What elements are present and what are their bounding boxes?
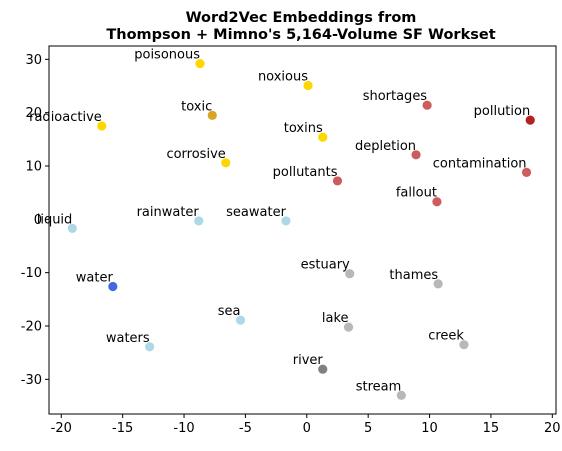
scatter-point [97,121,107,131]
y-tick-label: -10 [21,266,42,281]
y-tick-label: -30 [21,373,42,388]
x-tick-label: -10 [173,421,194,436]
scatter-point [525,115,535,125]
chart-title-line-2: Thompson + Mimno's 5,164-Volume SF Works… [106,27,495,43]
x-tick-label: 10 [421,421,438,436]
x-tick-label: 5 [364,421,372,436]
scatter-point [345,269,355,279]
scatter-point [432,197,442,207]
scatter-point [411,150,421,160]
point-label: poisonous [134,48,200,63]
x-tick-label: -20 [51,421,72,436]
point-label: estuary [301,258,350,273]
scatter-point [422,100,432,110]
point-label: shortages [363,89,428,104]
point-label: waters [106,331,150,346]
scatter-point [433,279,443,289]
point-label: toxins [284,121,323,136]
point-label: noxious [258,69,308,84]
point-label: contamination [433,156,527,171]
scatter-point [281,216,291,226]
x-tick-label: 0 [303,421,311,436]
scatter-point [459,340,469,350]
point-label: thames [389,268,438,283]
plot-area: -20 -15 -10 -5 0 5 10 15 20 -30 -20 -10 0 10 20 30 poiso… [21,45,561,436]
scatter-point [332,176,343,186]
point-label: toxic [181,99,212,114]
point-label: radioactive [29,110,102,125]
scatter-point [194,216,204,226]
point-label: water [76,271,114,286]
x-tick-label: 15 [483,421,500,436]
x-tick-label: 20 [544,421,561,436]
scatter-point [396,390,406,400]
point-label: pollution [474,104,531,119]
point-label: sea [218,304,241,319]
point-label: lake [322,311,349,326]
scatter-point [145,342,155,352]
scatter-point [235,315,246,325]
y-tick-label: 0 [34,213,42,228]
scatter-point [521,167,532,177]
plot-frame [48,45,557,415]
y-tick-label: -20 [21,320,42,335]
point-label: seawater [226,205,286,220]
scatter-point [343,322,354,332]
x-tick-label: -5 [239,421,252,436]
scatter-point [318,364,328,374]
point-label: stream [356,379,402,394]
scatter-point [303,80,313,91]
scatter-point [108,281,118,292]
scatter-point [318,132,328,142]
point-label: liquid [37,212,73,227]
y-tick-label: 20 [25,106,42,121]
scatter-point [221,158,231,168]
chart-title-line-1: Word2Vec Embeddings from [186,10,417,26]
point-label: pollutants [273,165,338,180]
scatter-point [207,110,217,120]
point-label: rainwater [137,205,200,220]
point-label: river [293,353,324,368]
y-tick-label: 10 [25,160,42,175]
scatter-point [67,223,77,233]
x-tick-label: -15 [112,421,133,436]
scatter-point [195,59,205,69]
point-label: creek [428,329,464,344]
y-tick-label: 30 [25,53,42,68]
point-label: corrosive [166,147,225,162]
point-label: fallout [396,186,437,201]
point-label: depletion [355,139,416,154]
